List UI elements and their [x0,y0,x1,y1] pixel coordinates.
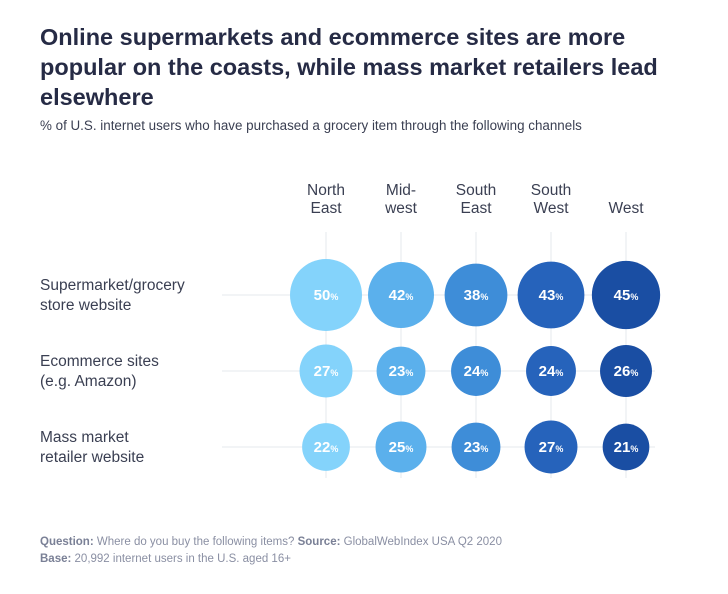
bubble [591,260,661,330]
bubble-value-label: 24% [464,363,489,380]
bubble-value-label: 27% [539,439,564,456]
column-label: North East [307,182,345,217]
row-label: Supermarket/grocery store website [40,277,185,314]
bubble [376,346,426,396]
row-label: Ecommerce sites (e.g. Amazon) [40,353,159,390]
bubble-value-label: 22% [314,439,339,456]
bubble [524,420,578,474]
bubble-value-label: 42% [389,287,414,304]
bubble [602,423,650,471]
bubble-value-label: 25% [389,439,414,456]
bubble [444,263,508,327]
footer-base: Base: 20,992 internet users in the U.S. … [40,553,291,565]
bubble [451,346,501,396]
base-label: Base: [40,553,72,565]
bubble [375,421,427,473]
bubble-value-label: 45% [614,287,639,304]
source-label: Source: [297,536,341,548]
chart-title: Online supermarkets and ecommerce sites … [40,24,658,110]
column-label: South East [456,182,497,217]
source-text: GlobalWebIndex USA Q2 2020 [343,536,502,548]
bubble-value-label: 23% [389,363,414,380]
base-text: 20,992 internet users in the U.S. aged 1… [74,553,291,565]
bubble-value-label: 23% [464,439,489,456]
bubble-value-label: 26% [614,363,639,380]
row-labels: Supermarket/grocery store website Ecommerc… [40,277,185,466]
bubble [526,346,576,396]
question-label: Question: [40,536,94,548]
bubble [451,422,501,472]
bubble [517,261,585,329]
row-label: Mass market retailer website [40,429,144,466]
footer-question: Question: Where do you buy the following… [40,536,502,548]
question-text: Where do you buy the following items? [96,536,295,548]
column-label: Mid-west [384,182,418,217]
bubble [368,262,434,328]
bubbles: 50% 42% 38% 43% 45% 27% 23% 24% 24% 26% 22% 25% 23% 2… [290,259,661,474]
bubble-value-label: 43% [539,287,564,304]
chart-subtitle: % of U.S. internet users who have purcha… [40,118,582,133]
bubble-value-label: 27% [314,363,339,380]
bubble-value-label: 21% [614,439,639,456]
bubble-value-label: 24% [539,363,564,380]
bubble [299,344,353,398]
column-labels: North East Mid-west South East South West West [307,182,644,217]
column-label: South West [531,182,572,217]
bubble [290,259,362,331]
bubble [600,345,652,397]
guide-lines [222,232,655,478]
bubble-value-label: 38% [464,287,489,304]
bubble-value-label: 50% [314,287,339,304]
column-label: West [608,200,644,217]
bubble [302,423,350,471]
